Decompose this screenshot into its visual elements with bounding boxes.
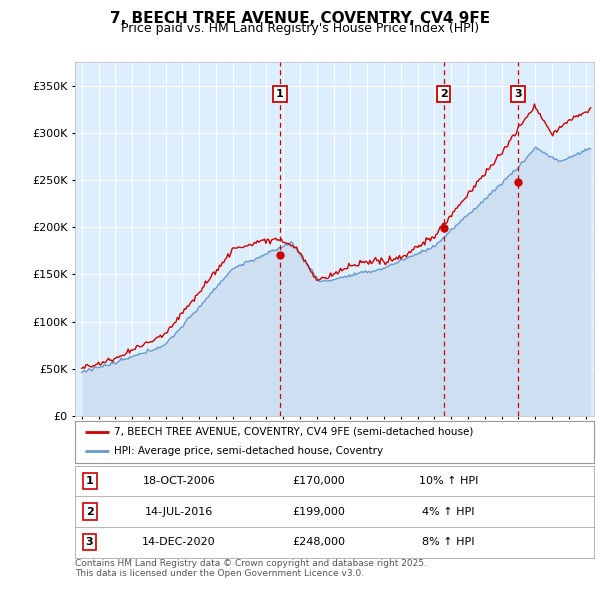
- Text: 7, BEECH TREE AVENUE, COVENTRY, CV4 9FE: 7, BEECH TREE AVENUE, COVENTRY, CV4 9FE: [110, 11, 490, 25]
- Text: 18-OCT-2006: 18-OCT-2006: [142, 476, 215, 486]
- Text: 4% ↑ HPI: 4% ↑ HPI: [422, 507, 475, 516]
- Text: Contains HM Land Registry data © Crown copyright and database right 2025.
This d: Contains HM Land Registry data © Crown c…: [75, 559, 427, 578]
- Text: £248,000: £248,000: [292, 537, 346, 547]
- Text: 3: 3: [86, 537, 94, 547]
- Text: Price paid vs. HM Land Registry's House Price Index (HPI): Price paid vs. HM Land Registry's House …: [121, 22, 479, 35]
- Text: £170,000: £170,000: [293, 476, 346, 486]
- Text: 14-JUL-2016: 14-JUL-2016: [145, 507, 213, 516]
- Text: 10% ↑ HPI: 10% ↑ HPI: [419, 476, 478, 486]
- Text: 14-DEC-2020: 14-DEC-2020: [142, 537, 215, 547]
- Text: 1: 1: [86, 476, 94, 486]
- Text: 2: 2: [86, 507, 94, 516]
- Text: 8% ↑ HPI: 8% ↑ HPI: [422, 537, 475, 547]
- Text: £199,000: £199,000: [292, 507, 346, 516]
- Text: 1: 1: [276, 89, 284, 99]
- Text: HPI: Average price, semi-detached house, Coventry: HPI: Average price, semi-detached house,…: [114, 446, 383, 456]
- Text: 2: 2: [440, 89, 448, 99]
- Text: 7, BEECH TREE AVENUE, COVENTRY, CV4 9FE (semi-detached house): 7, BEECH TREE AVENUE, COVENTRY, CV4 9FE …: [114, 427, 473, 437]
- Text: 3: 3: [514, 89, 521, 99]
